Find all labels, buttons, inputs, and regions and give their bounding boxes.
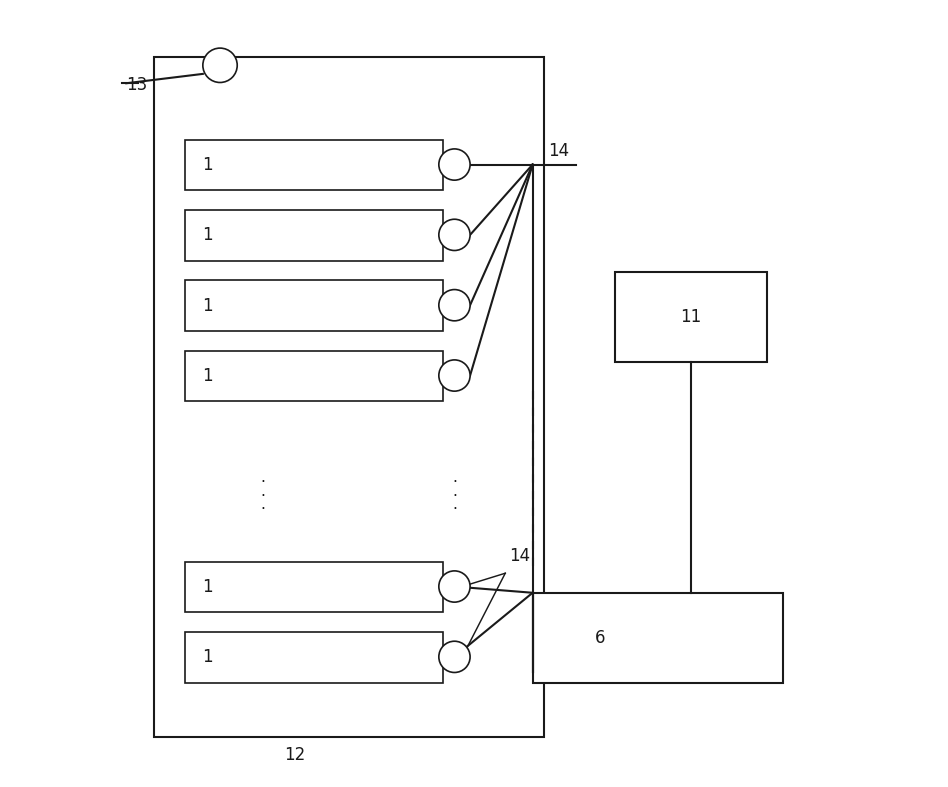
Text: 1: 1 [202, 297, 212, 315]
Text: 14: 14 [548, 142, 570, 161]
Text: 1: 1 [202, 367, 212, 385]
Circle shape [439, 360, 470, 391]
Text: 1: 1 [202, 156, 212, 174]
Bar [185, 280, 443, 331]
Circle shape [439, 290, 470, 321]
Bar [185, 632, 443, 682]
Circle shape [439, 220, 470, 250]
Text: 6: 6 [595, 629, 606, 647]
Circle shape [439, 641, 470, 672]
Bar [533, 593, 783, 682]
Text: .
.
.: . . . [261, 470, 265, 512]
Bar [185, 561, 443, 612]
Bar [185, 210, 443, 260]
Circle shape [203, 48, 237, 83]
Circle shape [439, 571, 470, 602]
Text: 1: 1 [202, 648, 212, 667]
Circle shape [439, 149, 470, 180]
Text: 12: 12 [283, 745, 305, 763]
Text: 11: 11 [681, 309, 702, 327]
Text: 13: 13 [126, 76, 148, 94]
Bar [154, 57, 544, 737]
Text: 14: 14 [509, 548, 530, 565]
Text: 1: 1 [202, 578, 212, 596]
Text: 1: 1 [202, 226, 212, 244]
Bar [614, 272, 767, 362]
Text: .
.
.: . . . [452, 470, 457, 512]
Bar [185, 139, 443, 190]
Bar [185, 350, 443, 401]
